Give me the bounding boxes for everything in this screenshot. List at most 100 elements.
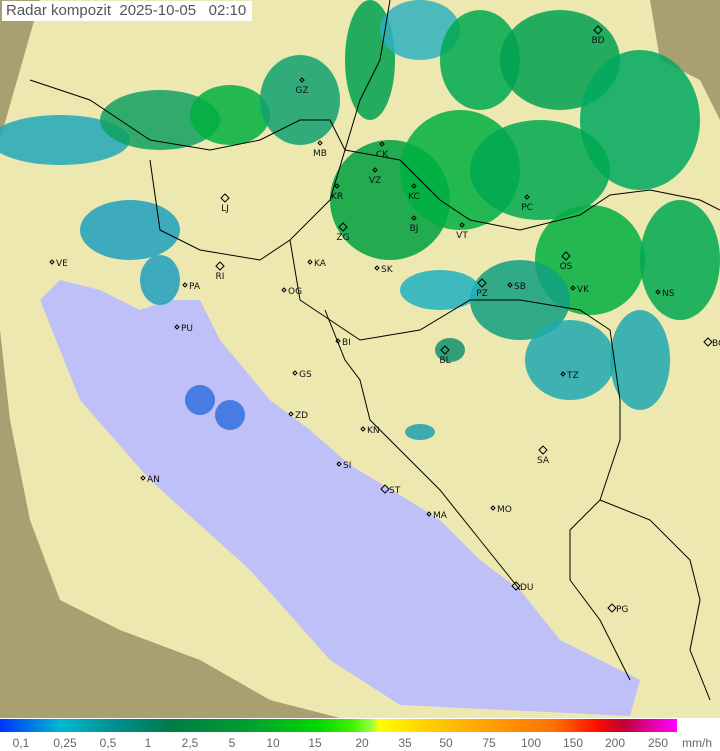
city-marker-icon — [380, 484, 390, 494]
city-pa: PA — [182, 282, 201, 292]
precipitation-cell — [400, 270, 480, 310]
city-label: SK — [381, 265, 394, 275]
radar-map[interactable]: GZ MB CK VZ KR KC ZG BJ VT PC BD LJ VE RI PA KA SK OG PU PZ… — [0, 0, 720, 718]
city-label: ST — [389, 486, 401, 496]
city-label: VE — [56, 259, 68, 269]
city-marker-icon — [561, 251, 571, 261]
legend-label: 75 — [482, 736, 496, 750]
legend-label: 250 — [647, 736, 669, 750]
city-ka: KA — [307, 259, 327, 269]
city-marker-icon — [334, 183, 340, 189]
city-marker-icon — [379, 141, 385, 147]
city-marker-icon — [317, 140, 323, 146]
city-pu: PU — [174, 324, 193, 334]
legend-label: 15 — [308, 736, 322, 750]
city-pz: PZ — [476, 278, 488, 299]
city-marker-icon — [440, 345, 450, 355]
city-label: SI — [343, 461, 351, 471]
city-ri: RI — [215, 261, 225, 282]
precipitation-cell — [190, 85, 270, 145]
city-label: GZ — [295, 86, 308, 96]
city-sk: SK — [374, 265, 394, 275]
precipitation-cell — [80, 200, 180, 260]
city-ma: MA — [426, 511, 448, 521]
city-vk: VK — [570, 285, 590, 295]
city-label: VT — [456, 231, 468, 241]
city-label: PC — [521, 203, 533, 213]
city-label: VZ — [369, 176, 381, 186]
precipitation-cell — [640, 200, 720, 320]
city-label: KC — [408, 192, 420, 202]
city-label: AN — [147, 475, 160, 485]
precipitation-cell — [440, 10, 520, 110]
legend-label: 200 — [604, 736, 626, 750]
legend-label: 1 — [144, 736, 152, 750]
city-marker-icon — [335, 338, 341, 344]
city-bj: BJ — [410, 215, 418, 234]
city-bi: BI — [335, 338, 351, 348]
city-label: SB — [514, 282, 526, 292]
city-label: GS — [299, 370, 312, 380]
city-ns: NS — [655, 289, 675, 299]
legend-label: 20 — [355, 736, 369, 750]
city-an: AN — [140, 475, 160, 485]
city-label: TZ — [566, 371, 579, 381]
city-marker-icon — [524, 194, 530, 200]
legend-label: 35 — [398, 736, 412, 750]
city-label: MB — [313, 149, 327, 159]
city-label: CK — [376, 150, 389, 160]
legend-label: 0,5 — [99, 736, 117, 750]
precipitation-cell — [405, 424, 435, 440]
city-si: SI — [336, 461, 351, 471]
precipitation-cell — [610, 310, 670, 410]
city-marker-icon — [411, 183, 417, 189]
precipitation-cell — [100, 90, 220, 150]
city-zd: ZD — [288, 411, 308, 421]
city-marker-icon — [593, 25, 603, 35]
title-time: 02:10 — [208, 2, 247, 19]
city-marker-icon — [336, 461, 342, 467]
precipitation-cell — [380, 0, 460, 60]
legend-label: 10 — [266, 736, 280, 750]
city-label: BL — [439, 356, 450, 366]
city-marker-icon — [299, 77, 305, 83]
city-label: BI — [342, 338, 351, 348]
city-marker-icon — [372, 167, 378, 173]
city-marker-icon — [49, 259, 55, 265]
city-og: OG — [281, 287, 302, 297]
city-label: RI — [216, 272, 225, 282]
city-marker-icon — [182, 282, 188, 288]
city-marker-icon — [288, 411, 294, 417]
city-label: BG — [712, 339, 720, 349]
city-marker-icon — [607, 603, 617, 613]
title-text: Radar kompozit — [6, 2, 112, 19]
city-gs: GS — [292, 370, 312, 380]
city-label: PU — [181, 324, 193, 334]
city-label: SA — [537, 456, 550, 466]
legend-label: 50 — [439, 736, 453, 750]
city-marker-icon — [459, 222, 465, 228]
city-label: BD — [591, 36, 604, 46]
city-marker-icon — [360, 426, 366, 432]
city-marker-icon — [490, 505, 496, 511]
city-label: ZD — [295, 411, 308, 421]
city-kc: KC — [408, 183, 420, 202]
precipitation-cell — [435, 338, 465, 362]
city-label: KA — [314, 259, 327, 269]
city-label: PA — [189, 282, 201, 292]
city-label: OS — [560, 262, 573, 272]
city-pc: PC — [521, 194, 533, 213]
city-kr: KR — [331, 183, 343, 202]
city-label: PZ — [476, 289, 488, 299]
city-label: MO — [497, 505, 512, 515]
city-label: LJ — [221, 204, 229, 214]
city-label: NS — [662, 289, 675, 299]
city-du: DU — [511, 581, 534, 593]
city-marker-icon — [140, 475, 146, 481]
legend-label: 150 — [562, 736, 584, 750]
city-label: DU — [520, 583, 534, 593]
legend-label: 100 — [520, 736, 542, 750]
city-bl: BL — [439, 345, 451, 366]
legend-labels: 0,1 0,25 0,5 1 2,5 5 10 15 20 35 50 75 100 150 200 250 m… — [0, 736, 720, 751]
precipitation-cell — [580, 50, 700, 190]
